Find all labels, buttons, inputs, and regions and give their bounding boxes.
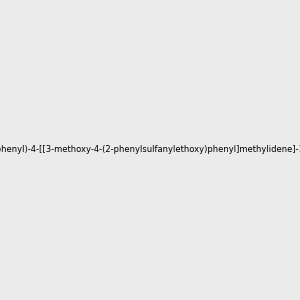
Text: (4E)-2-(4-chlorophenyl)-4-[[3-methoxy-4-(2-phenylsulfanylethoxy)phenyl]methylide: (4E)-2-(4-chlorophenyl)-4-[[3-methoxy-4-… [0,146,300,154]
